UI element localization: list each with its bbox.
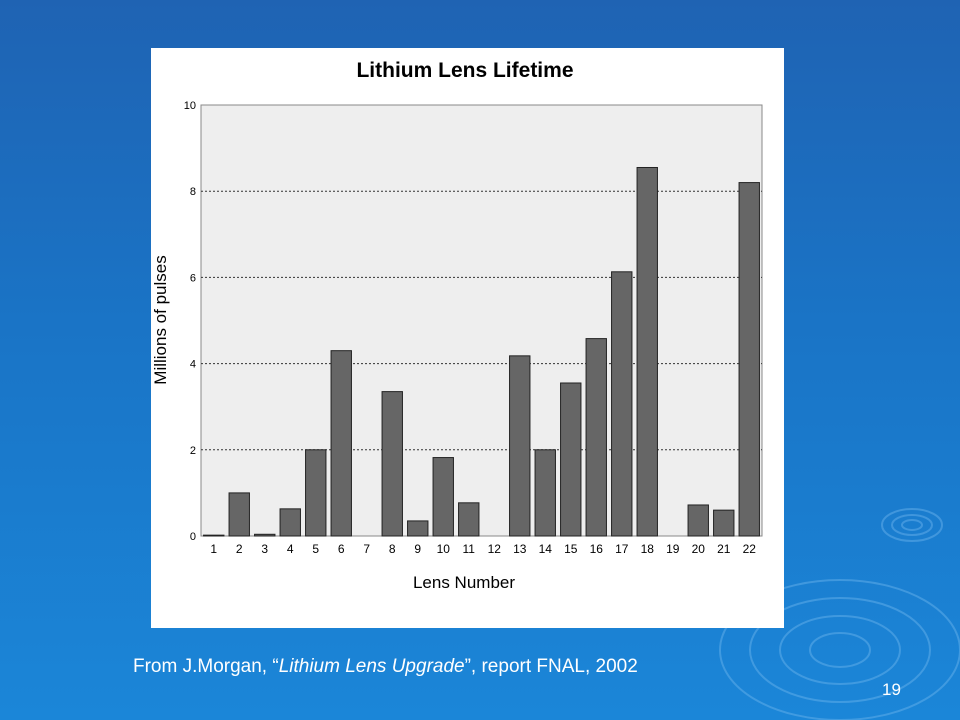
bar-lens-1 — [203, 534, 225, 537]
x-tick-label: 19 — [666, 542, 680, 556]
bar-lens-21 — [713, 509, 735, 537]
x-tick-label: 4 — [287, 542, 294, 556]
x-tick-label: 5 — [312, 542, 319, 556]
caption-suffix: ”, report FNAL, 2002 — [464, 656, 638, 677]
y-tick-label: 0 — [190, 531, 196, 543]
x-tick-label: 15 — [564, 542, 578, 556]
x-tick-label: 9 — [414, 542, 421, 556]
x-tick-label: 14 — [539, 542, 553, 556]
x-tick-label: 6 — [338, 542, 345, 556]
y-axis-label: Millions of pulses — [151, 255, 170, 384]
bar-lens-10 — [432, 457, 454, 537]
x-tick-label: 18 — [641, 542, 655, 556]
x-tick-label: 8 — [389, 542, 396, 556]
y-tick-label: 2 — [190, 445, 196, 457]
x-tick-label: 7 — [363, 542, 370, 556]
y-tick-label: 10 — [184, 100, 196, 112]
x-tick-label: 3 — [261, 542, 268, 556]
x-tick-label: 12 — [488, 542, 502, 556]
x-tick-label: 11 — [463, 542, 476, 556]
bar-lens-3 — [254, 533, 276, 537]
bar-lens-22 — [738, 182, 760, 537]
x-tick-label: 22 — [743, 542, 757, 556]
bar-lens-9 — [407, 520, 429, 537]
bar-lens-16 — [585, 338, 607, 537]
y-tick-label: 8 — [190, 186, 196, 198]
slide-number: 19 — [882, 680, 901, 699]
y-tick-label: 4 — [190, 359, 196, 371]
bar-lens-2 — [228, 492, 250, 537]
bars — [203, 166, 760, 537]
bar-lens-15 — [560, 382, 582, 537]
x-tick-labels: 1 2 3 4 5 6 7 8 9 10 11 12 13 14 15 16 17 18 19 20 21 22 — [210, 542, 756, 556]
gridlines — [201, 190, 762, 451]
x-tick-label: 1 — [210, 542, 217, 556]
bar-lens-6 — [330, 350, 352, 537]
bar-lens-4 — [279, 508, 301, 537]
bar-lens-14 — [534, 449, 556, 537]
x-tick-label: 13 — [513, 542, 527, 556]
x-tick-label: 17 — [615, 542, 629, 556]
source-caption: From J.Morgan, “Lithium Lens Upgrade”, r… — [133, 656, 638, 678]
x-axis-label: Lens Number — [413, 573, 515, 592]
bar-lens-5 — [305, 449, 327, 537]
caption-title: Lithium Lens Upgrade — [278, 656, 465, 677]
bar-lens-17 — [611, 271, 633, 537]
bar-chart: Lithium Lens Lifetime 1 2 3 4 5 6 7 8 9 10 11 12 13 1… — [151, 59, 763, 592]
x-tick-label: 2 — [236, 542, 243, 556]
bar-lens-11 — [458, 502, 480, 537]
y-tick-label: 6 — [190, 272, 196, 284]
chart-title: Lithium Lens Lifetime — [356, 59, 573, 82]
bar-lens-8 — [381, 391, 403, 537]
y-tick-labels: 0 2 4 6 8 10 — [184, 100, 196, 543]
x-tick-label: 16 — [590, 542, 604, 556]
bar-lens-13 — [509, 355, 531, 537]
x-tick-label: 10 — [437, 542, 451, 556]
x-tick-label: 21 — [717, 542, 731, 556]
chart-panel: Lithium Lens Lifetime 1 2 3 4 5 6 7 8 9 10 11 12 13 1… — [151, 48, 784, 628]
bar-lens-18 — [636, 166, 658, 537]
plot-area — [200, 104, 763, 537]
x-tick-label: 20 — [692, 542, 706, 556]
caption-prefix: From J.Morgan, “ — [133, 656, 279, 677]
bar-lens-20 — [687, 504, 709, 537]
